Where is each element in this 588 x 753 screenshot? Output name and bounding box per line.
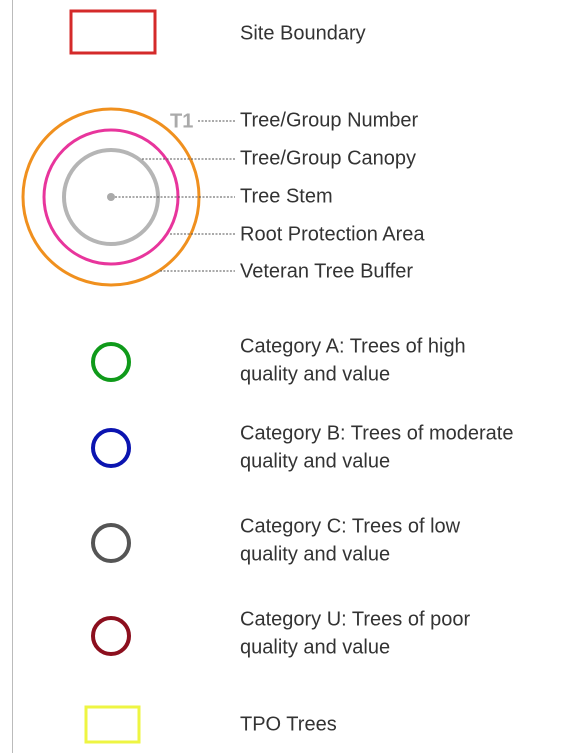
category-label: quality and value bbox=[240, 636, 390, 658]
tree-key-label: Root Protection Area bbox=[240, 223, 425, 245]
category-a-swatch bbox=[91, 342, 131, 382]
tree-key-label: Tree/Group Canopy bbox=[240, 147, 416, 169]
site-boundary-swatch bbox=[69, 9, 157, 55]
tree-key-label: Tree/Group Number bbox=[240, 109, 419, 131]
tree-key-label: Veteran Tree Buffer bbox=[240, 260, 413, 282]
category-label: Category A: Trees of high bbox=[240, 335, 466, 357]
category-label: quality and value bbox=[240, 450, 390, 472]
tree-number-tag: T1 bbox=[170, 110, 193, 132]
tpo-label: TPO Trees bbox=[240, 713, 337, 735]
category-u-swatch bbox=[91, 616, 131, 656]
site-boundary-label: Site Boundary bbox=[240, 22, 366, 44]
category-b-swatch bbox=[91, 428, 131, 468]
category-label: quality and value bbox=[240, 543, 390, 565]
category-label: Category B: Trees of moderate bbox=[240, 422, 513, 444]
tpo-swatch bbox=[84, 705, 141, 744]
category-label: quality and value bbox=[240, 363, 390, 385]
category-label: Category C: Trees of low bbox=[240, 515, 461, 537]
category-label: Category U: Trees of poor bbox=[240, 608, 470, 630]
tree-key-label: Tree Stem bbox=[240, 185, 333, 207]
category-c-swatch bbox=[91, 523, 131, 563]
stem-dot bbox=[107, 193, 115, 201]
